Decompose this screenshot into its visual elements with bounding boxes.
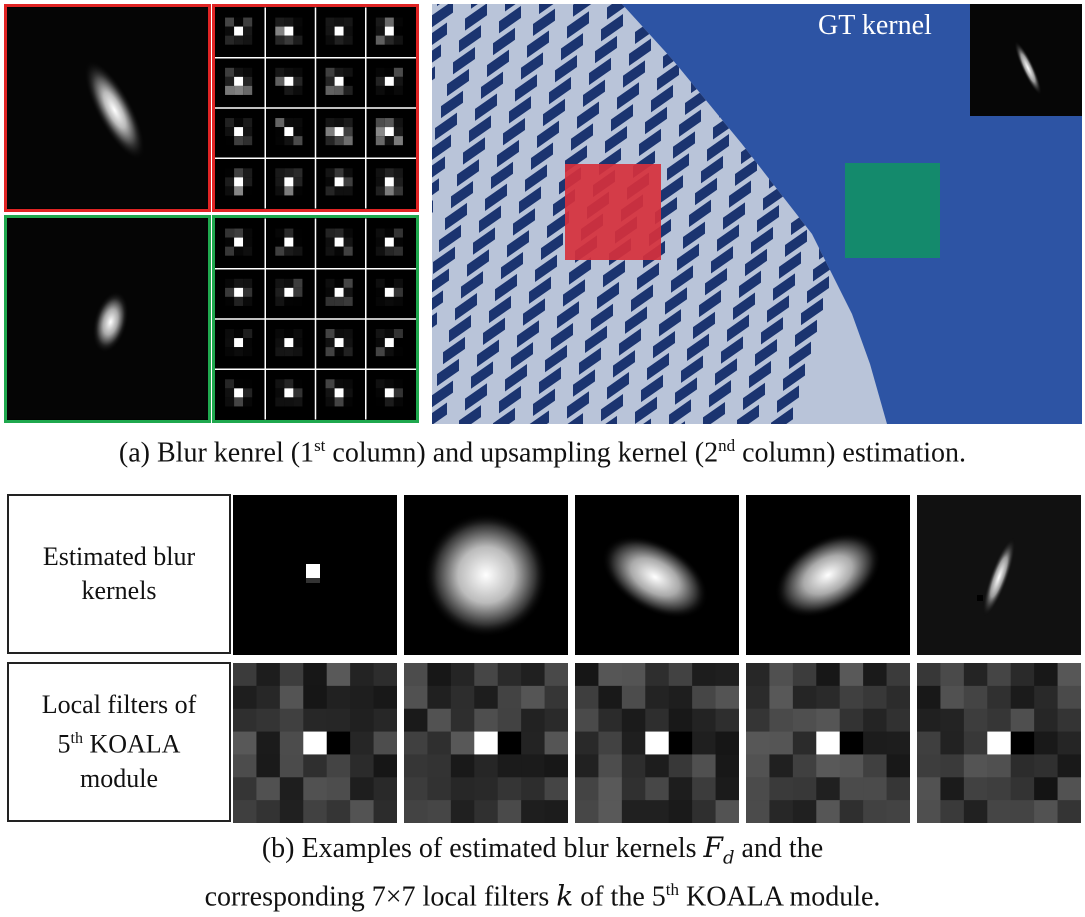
row-label-estimated-blur-kernels: Estimated blur kernels bbox=[7, 494, 231, 654]
local-filter-2 bbox=[404, 663, 568, 823]
green-patch bbox=[845, 163, 940, 258]
row-label-local-filters: Local filters of 5th KOALA module bbox=[7, 662, 231, 822]
caption-a: (a) Blur kenrel (1st column) and upsampl… bbox=[118, 436, 967, 469]
blur-kernel-2 bbox=[404, 495, 568, 655]
red-patch bbox=[565, 164, 661, 260]
blur-kernel-red-panel bbox=[4, 4, 211, 212]
local-filter-4 bbox=[746, 663, 910, 823]
blur-kernel-5 bbox=[917, 495, 1081, 655]
local-filter-1 bbox=[233, 663, 397, 823]
upsampling-kernel-red-grid bbox=[212, 4, 419, 212]
local-filter-3 bbox=[575, 663, 739, 823]
gt-kernel-label: GT kernel bbox=[818, 10, 932, 41]
local-filter-5 bbox=[917, 663, 1081, 823]
blur-kernel-3 bbox=[575, 495, 739, 655]
upsampling-kernel-green-grid bbox=[212, 215, 419, 423]
caption-b-line1: (b) Examples of estimated blur kernels F… bbox=[261, 831, 824, 869]
blur-kernel-4 bbox=[746, 495, 910, 655]
caption-b-line2: corresponding 7×7 local filters k of the… bbox=[204, 879, 881, 913]
building-image bbox=[432, 4, 1082, 424]
blur-kernel-1 bbox=[233, 495, 397, 655]
blur-kernel-green-panel bbox=[4, 215, 211, 423]
